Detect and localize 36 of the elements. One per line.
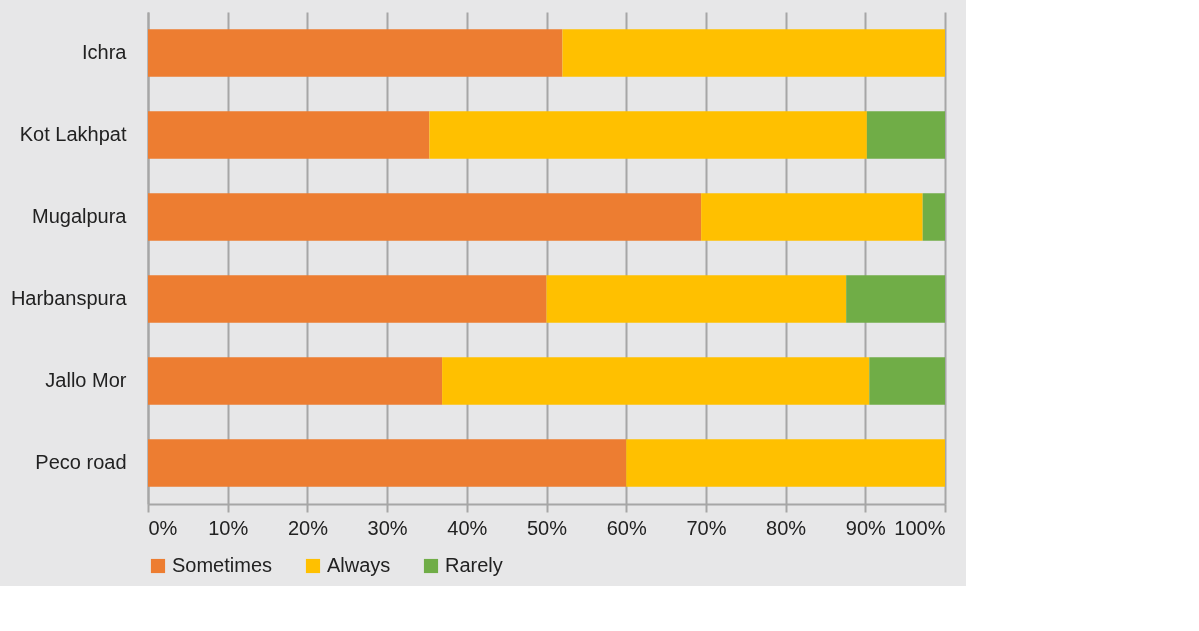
bar — [866, 111, 945, 159]
bar — [701, 193, 923, 241]
x-tick-label: 60% — [606, 516, 647, 539]
x-tick-label: 90% — [845, 516, 887, 539]
legend-label: Sometimes — [172, 554, 273, 576]
y-tick-label: Jallo Mor — [45, 369, 127, 391]
x-tick-label: 30% — [367, 516, 408, 539]
bar — [626, 439, 945, 487]
bar — [148, 439, 627, 487]
bar — [562, 29, 945, 77]
x-tick-label: 10% — [208, 516, 249, 539]
bar — [148, 193, 702, 241]
x-tick-label: 40% — [447, 516, 488, 539]
x-tick-label: 70% — [686, 516, 727, 539]
x-tick-label: 50% — [526, 516, 568, 539]
bar — [846, 275, 945, 323]
x-tick-label: 80% — [766, 516, 807, 539]
x-tick-label: 20% — [287, 516, 329, 539]
y-tick-label: Mugalpura — [31, 205, 128, 227]
bar — [546, 275, 847, 323]
bar — [148, 29, 563, 77]
x-tick-label: 100% — [894, 516, 946, 539]
y-tick-label: Harbanspura — [10, 287, 128, 309]
y-tick-label: Peco road — [35, 451, 127, 473]
y-tick-label: Kot Lakhpat — [19, 123, 127, 145]
legend-label: Always — [327, 554, 391, 576]
bar — [429, 111, 867, 159]
bar — [148, 111, 430, 159]
y-tick-label: Ichra — [82, 41, 128, 63]
bar — [922, 193, 945, 241]
legend-label: Rarely — [445, 554, 503, 576]
bar — [442, 357, 870, 405]
bar — [148, 357, 443, 405]
x-tick-label: 0% — [148, 516, 178, 539]
bar — [869, 357, 945, 405]
bar — [148, 275, 547, 323]
